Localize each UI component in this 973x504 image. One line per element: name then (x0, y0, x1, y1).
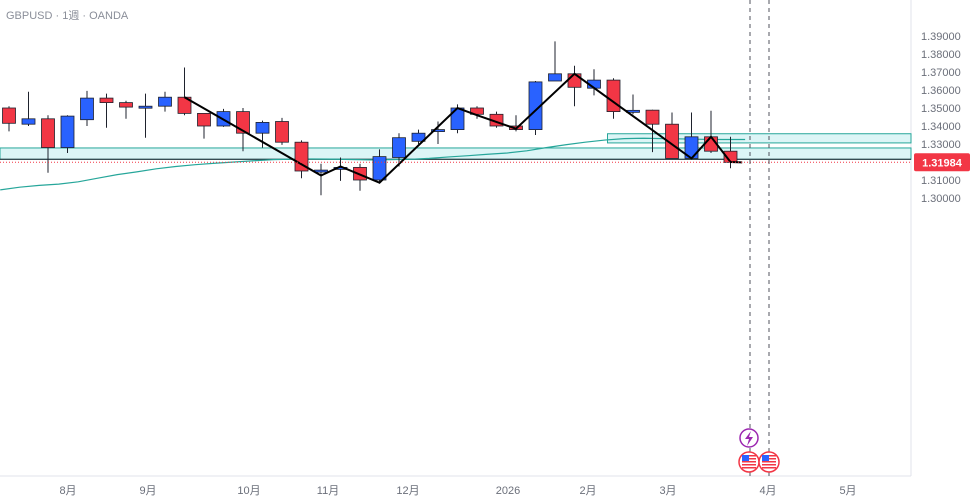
last-price-badge (914, 153, 970, 172)
x-tick-label: 2月 (579, 485, 596, 497)
x-tick-label: 12月 (396, 485, 419, 497)
y-tick-label: 1.36000 (921, 85, 961, 97)
candle-body (411, 132, 426, 142)
candle (177, 67, 192, 116)
y-tick-label: 1.33000 (921, 139, 961, 151)
candle-body (119, 102, 133, 108)
candle (2, 106, 16, 132)
y-tick-label: 1.30000 (921, 193, 961, 205)
x-tick-label: 9月 (139, 485, 156, 497)
candle-body (606, 79, 621, 112)
moving-average (0, 137, 746, 191)
candle (197, 113, 211, 139)
candle-body (294, 141, 309, 172)
candle-body (392, 137, 406, 158)
candle-body (60, 115, 75, 148)
candle (99, 93, 114, 128)
candle (294, 140, 309, 179)
y-tick-label: 1.38000 (921, 49, 961, 61)
candle-body (431, 129, 445, 133)
candle (236, 108, 250, 152)
candle (665, 112, 679, 159)
candle-body (138, 105, 153, 109)
candle (138, 93, 153, 138)
candle-body (665, 123, 679, 159)
candle (392, 133, 406, 167)
candle (704, 110, 718, 153)
candle (275, 117, 289, 145)
candle (314, 163, 328, 196)
candle-body (567, 73, 582, 88)
support-zone-1 (0, 147, 912, 160)
candle-body (372, 156, 387, 181)
candle-body (21, 118, 36, 125)
y-tick-label: 1.37000 (921, 67, 961, 79)
candle-body (528, 81, 543, 131)
x-tick-label: 5月 (839, 485, 856, 497)
candle-body (80, 97, 94, 121)
us-flag-icon[interactable] (738, 451, 760, 473)
y-tick-label: 1.34000 (921, 121, 961, 133)
x-tick-label: 3月 (659, 485, 676, 497)
candle-body (548, 73, 562, 82)
candle (21, 91, 36, 126)
x-tick-label: 10月 (237, 485, 260, 497)
y-tick-label: 1.35000 (921, 103, 961, 115)
candle (60, 115, 75, 153)
candle-body (41, 118, 55, 149)
candle (119, 100, 133, 119)
x-tick-label: 11月 (317, 485, 339, 497)
candle (41, 115, 55, 173)
candle (255, 120, 270, 148)
candle-body (2, 107, 16, 124)
candle (528, 81, 543, 135)
candle (548, 41, 562, 82)
candle (158, 91, 172, 112)
grid (0, 0, 912, 477)
x-axis: 8月 9月 10月 11月 12月 2026 2月 3月 4月 5月 (59, 485, 856, 497)
x-tick-label: 4月 (759, 485, 776, 497)
support-zone-2 (607, 133, 912, 144)
y-axis: 1.39000 1.38000 1.37000 1.36000 1.35000 1.340… (921, 31, 961, 205)
candle-body (255, 122, 270, 134)
symbol-title: GBPUSD · 1週 · OANDA (6, 10, 129, 22)
candles (2, 41, 738, 196)
zigzag-path (184, 72, 743, 184)
lightning-icon[interactable] (739, 428, 759, 448)
event-icons (738, 428, 780, 473)
candle-body (99, 97, 114, 103)
candle (80, 90, 94, 126)
candle (684, 112, 699, 159)
candle (372, 149, 387, 184)
last-price-text: 1.31984 (922, 157, 963, 169)
candle-body (197, 113, 211, 127)
candle-body (645, 109, 660, 125)
reference-lines (0, 0, 911, 476)
zones (0, 133, 912, 160)
candle (626, 94, 640, 115)
candle (567, 65, 582, 107)
ma-line (0, 137, 746, 191)
candle-body (275, 121, 289, 143)
candle-body (158, 96, 172, 107)
candle (431, 121, 445, 144)
us-flag-icon[interactable] (758, 451, 780, 473)
y-tick-label: 1.39000 (921, 31, 961, 43)
x-tick-label: 2026 (496, 485, 520, 497)
y-tick-label: 1.31000 (921, 175, 961, 187)
zigzag-line (184, 72, 743, 184)
price-label: 1.31984 (914, 153, 970, 172)
x-tick-label: 8月 (59, 485, 76, 497)
candle (411, 129, 426, 144)
